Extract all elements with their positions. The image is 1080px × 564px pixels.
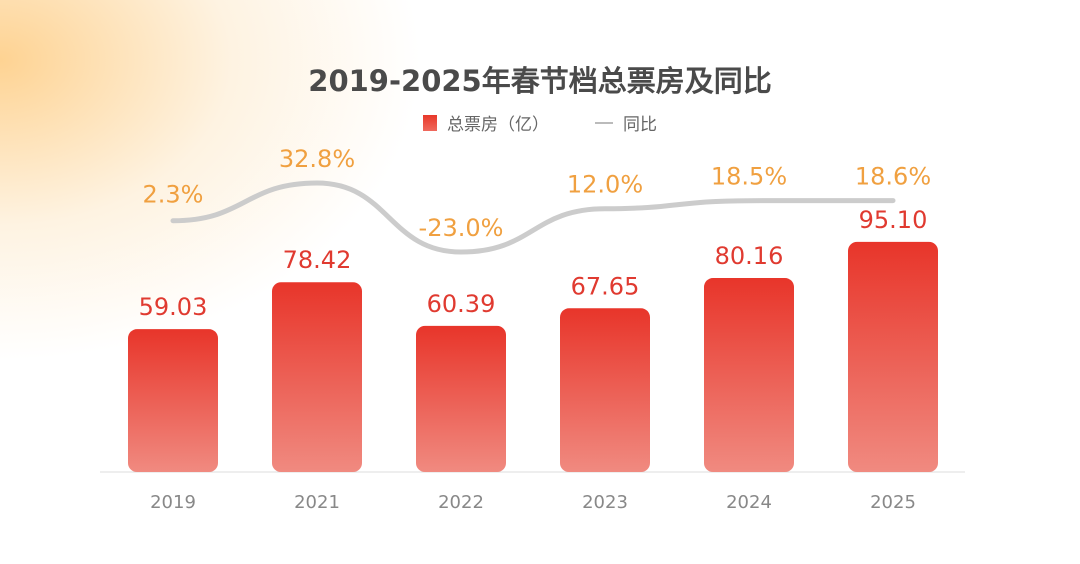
yoy-label-2021: 32.8% xyxy=(279,145,355,173)
bar-2023 xyxy=(560,308,650,472)
yoy-line xyxy=(170,180,896,255)
bar-2019 xyxy=(128,329,218,472)
x-tick-label-2021: 2021 xyxy=(294,492,340,513)
legend-line-label: 同比 xyxy=(623,115,657,135)
x-tick-label-2023: 2023 xyxy=(582,492,628,513)
bar-2025 xyxy=(848,241,938,472)
legend: 总票房（亿） 同比 xyxy=(0,110,1080,135)
x-tick-label-2024: 2024 xyxy=(726,492,772,513)
bar-value-label-2025: 95.10 xyxy=(859,206,928,234)
chart-title: 2019-2025年春节档总票房及同比 xyxy=(308,64,772,98)
legend-bar-label: 总票房（亿） xyxy=(447,115,549,135)
yoy-label-2019: 2.3% xyxy=(143,181,204,209)
bar-value-label-2021: 78.42 xyxy=(283,246,352,274)
yoy-label-2024: 18.5% xyxy=(711,163,787,191)
x-tick-label-2025: 2025 xyxy=(870,492,916,513)
x-tick-label-2022: 2022 xyxy=(438,492,484,513)
bar-value-label-2019: 59.03 xyxy=(139,293,208,321)
yoy-label-2025: 18.6% xyxy=(855,163,931,191)
yoy-label-2022: -23.0% xyxy=(419,214,504,242)
bar-value-label-2022: 60.39 xyxy=(427,290,496,318)
bar-value-label-2023: 67.65 xyxy=(571,272,640,300)
bar-value-label-2024: 80.16 xyxy=(715,242,784,270)
bar-2021 xyxy=(272,282,362,472)
x-tick-label-2019: 2019 xyxy=(150,492,196,513)
bar-2024 xyxy=(704,278,794,472)
bar-2022 xyxy=(416,325,506,472)
legend-line-swatch xyxy=(595,121,613,124)
legend-bar-swatch xyxy=(423,114,437,131)
yoy-label-2023: 12.0% xyxy=(567,171,643,199)
